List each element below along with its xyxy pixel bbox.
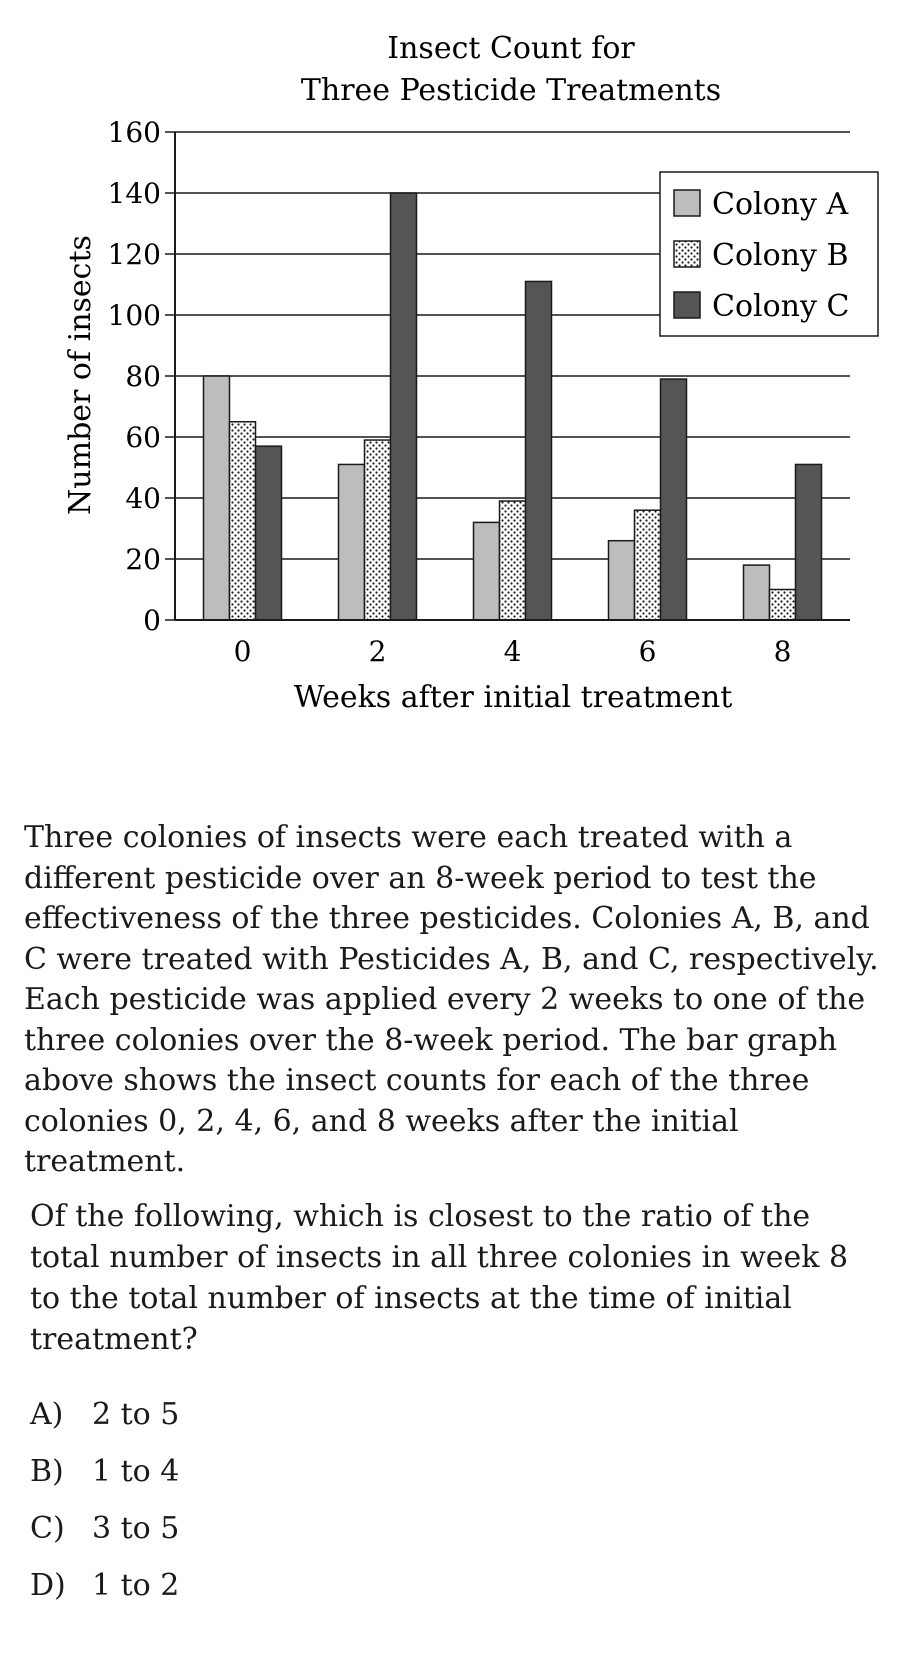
choice-b[interactable]: B) 1 to 4 [30,1453,179,1510]
x-tick-label: 2 [369,635,387,668]
x-tick-label: 6 [639,635,657,668]
y-tick-label: 120 [108,238,161,271]
legend-swatch-colony-c [673,291,701,319]
passage-text: Three colonies of insects were each trea… [24,820,879,1179]
x-axis-label: Weeks after initial treatment [294,680,733,715]
y-tick-label: 160 [108,116,161,149]
choice-d-letter: D) [30,1568,66,1603]
y-tick-label: 40 [125,482,161,515]
y-tick-label: 80 [125,360,161,393]
choice-c[interactable]: C) 3 to 5 [30,1510,179,1567]
bar-colony-a-week-6 [607,539,636,621]
bar-colony-c-week-2 [389,192,418,621]
x-tick-label: 0 [234,635,252,668]
bar-colony-c-week-0 [254,445,283,621]
legend-label-colony-a: Colony A [712,187,848,222]
x-tick-label: 4 [504,635,522,668]
bar-colony-b-week-6 [633,509,662,621]
legend-label-colony-b: Colony B [712,238,849,273]
bar-colony-b-week-4 [498,500,527,621]
bar-colony-c-week-8 [794,463,823,621]
chart-title-line-1: Insect Count for [387,31,635,66]
y-axis-ticks: 0 20 40 60 80 100 120 140 160 [108,116,175,637]
bar-colony-a-week-2 [337,463,366,621]
insect-count-chart: Insect Count for Three Pesticide Treatme… [63,31,879,715]
x-axis-ticks: 0 2 4 6 8 [234,635,792,668]
bar-colony-c-week-4 [524,280,553,621]
legend-label-colony-c: Colony C [712,289,849,324]
choice-a[interactable]: A) 2 to 5 [30,1396,179,1453]
choice-b-letter: B) [30,1454,64,1489]
question-text: Of the following, which is closest to th… [30,1199,849,1357]
choice-d[interactable]: D) 1 to 2 [30,1567,179,1624]
bar-colony-a-week-8 [742,564,771,621]
bar-colony-b-week-8 [768,588,797,621]
chart-gridlines [175,131,850,560]
answer-choices: A) 2 to 5 B) 1 to 4 C) 3 to 5 D) 1 to 2 [30,1396,179,1624]
y-tick-label: 20 [125,543,161,576]
y-tick-label: 100 [108,299,161,332]
choice-a-text: 2 to 5 [92,1397,180,1432]
bar-colony-b-week-2 [363,439,392,621]
legend-swatch-colony-a [673,189,701,217]
x-tick-label: 8 [774,635,792,668]
chart-legend: Colony A Colony B Colony C [659,171,879,337]
y-tick-label: 140 [108,177,161,210]
bar-colony-a-week-4 [472,521,501,621]
chart-title-line-2: Three Pesticide Treatments [301,73,721,108]
y-tick-label: 60 [125,421,161,454]
legend-swatch-colony-b [673,240,701,268]
y-tick-label: 0 [143,604,161,637]
y-axis-label: Number of insects [63,235,98,515]
choice-a-letter: A) [30,1397,64,1432]
chart-bars [202,192,823,621]
choice-c-letter: C) [30,1511,65,1546]
bar-colony-b-week-0 [228,421,257,621]
choice-b-text: 1 to 4 [92,1454,180,1489]
bar-colony-c-week-6 [659,378,688,621]
bar-colony-a-week-0 [202,375,231,621]
choice-c-text: 3 to 5 [92,1511,180,1546]
choice-d-text: 1 to 2 [92,1568,180,1603]
